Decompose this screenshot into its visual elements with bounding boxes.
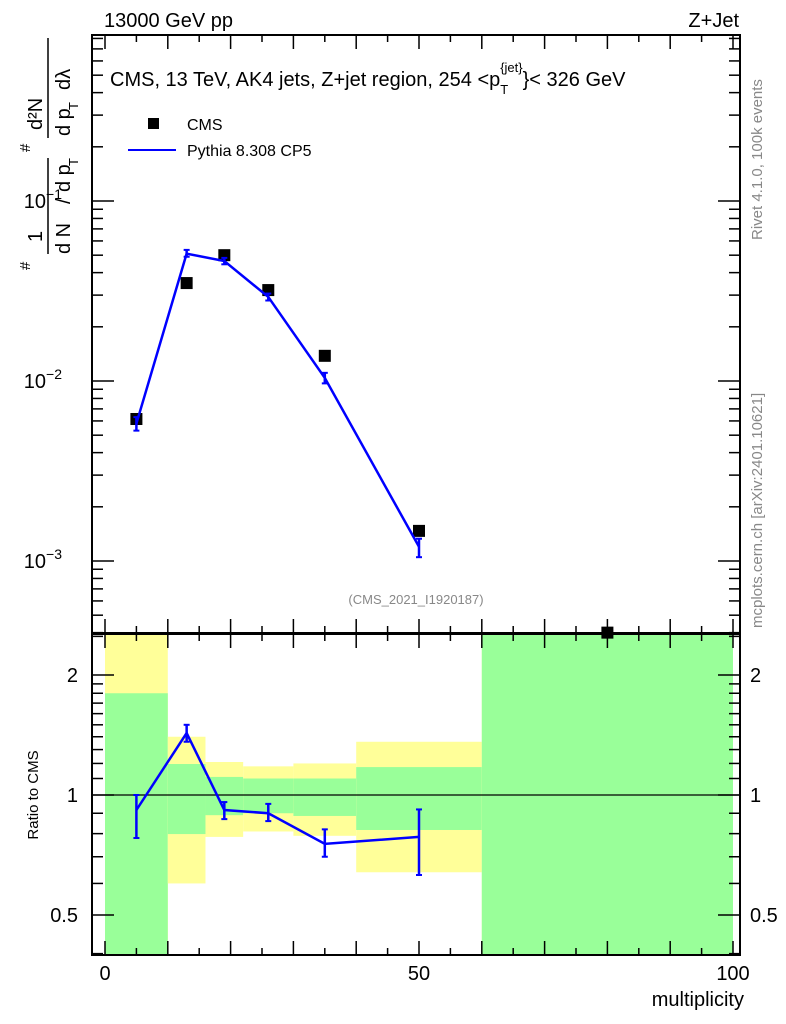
svg-text:#: # [17,143,34,152]
upper-y-tick-label: 10−2 [24,366,62,393]
svg-text:1: 1 [25,231,47,242]
cms-data-point [413,524,425,537]
pythia-line [135,252,421,548]
ratio-y-label: Ratio to CMS [25,750,42,839]
svg-text:d p: d p [53,164,75,192]
x-tick-label: 0 [99,963,110,985]
svg-text:d N: d N [53,223,75,254]
upper-y-tick-label: 10−1 [24,186,62,213]
plot-title: CMS, 13 TeV, AK4 jets, Z+jet region, 254… [110,60,626,97]
cms-data-point [180,277,193,290]
svg-text:d²N: d²N [25,98,47,130]
legend-pythia-label: Pythia 8.308 CP5 [187,143,312,160]
data-marks [130,248,614,876]
upper-y-label: # 1 d N / d p T # d²N d p T dλ [17,38,81,270]
legend-cms-marker [148,118,159,129]
svg-text:T: T [66,158,81,166]
x-tick-label: 50 [408,963,430,985]
green-band-bin [167,764,206,835]
ratio-y-tick-label: 0.5 [50,905,78,927]
svg-text:/: / [53,198,75,204]
ratio-y-tick-label-right: 2 [750,665,761,687]
analysis-id: (CMS_2021_I1920187) [348,592,483,607]
rivet-info: Rivet 4.1.0, 100k events [749,79,766,240]
x-axis-label: multiplicity [652,989,744,1011]
legend-cms-label: CMS [187,117,223,134]
svg-text:dλ: dλ [53,69,75,90]
ratio-y-tick-label: 2 [67,665,78,687]
axis-ticks: 0 50 100 10−1 10−2 10−3 2 2 1 1 0.5 0.5 [24,35,778,985]
upper-y-tick-label: 10−3 [24,546,62,573]
cms-data-point [318,349,331,362]
ratio-y-tick-label-right: 1 [750,785,761,807]
svg-text:T: T [66,102,81,110]
ratio-y-tick-label-right: 0.5 [750,905,778,927]
cms-data-point [601,626,614,639]
header-left: 13000 GeV pp [104,10,233,32]
header-right: Z+Jet [688,10,739,32]
svg-text:d p: d p [53,108,75,136]
green-band-bin [293,778,357,816]
svg-text:#: # [17,261,34,270]
x-tick-label: 100 [716,963,749,985]
mcplots-info: mcplots.cern.ch [arXiv:2401.10621] [749,393,766,628]
ratio-y-tick-label: 1 [67,785,78,807]
ratio-pythia-line [135,730,420,846]
